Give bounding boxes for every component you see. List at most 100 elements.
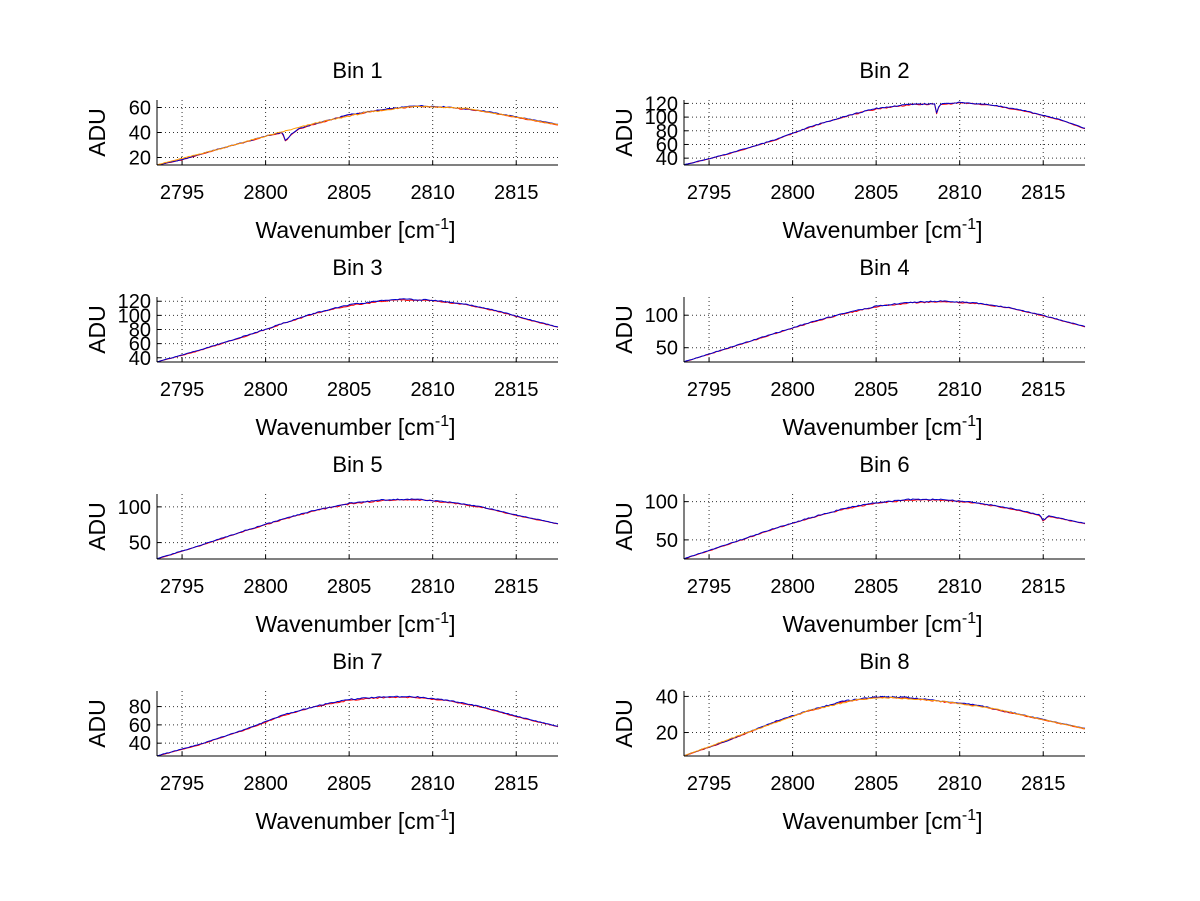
x-tick-label: 2795 xyxy=(160,182,205,204)
x-axis-label-suffix: ] xyxy=(976,611,982,637)
y-axis-label: ADU xyxy=(84,305,110,354)
x-tick-label: 2800 xyxy=(770,379,815,401)
y-tick-label: 20 xyxy=(129,148,151,170)
y-tick-label: 20 xyxy=(656,723,678,745)
x-axis-label-main: Wavenumber [cm xyxy=(783,808,962,834)
x-axis-label: Wavenumber [cm-1] xyxy=(256,807,456,834)
y-axis-label: ADU xyxy=(84,699,110,748)
series-line-orange xyxy=(683,696,1086,757)
x-axis-label-superscript: -1 xyxy=(435,807,449,824)
y-tick-label: 50 xyxy=(129,533,151,555)
x-axis-label: Wavenumber [cm-1] xyxy=(256,216,456,243)
panel-title: Bin 5 xyxy=(332,452,382,477)
x-axis-label-suffix: ] xyxy=(449,217,455,243)
series-line-blue xyxy=(156,695,559,757)
x-axis-label-main: Wavenumber [cm xyxy=(256,414,435,440)
x-axis-label-suffix: ] xyxy=(449,808,455,834)
panel-title: Bin 4 xyxy=(859,255,909,280)
x-axis-label: Wavenumber [cm-1] xyxy=(783,610,983,637)
y-axis-label: ADU xyxy=(84,108,110,157)
panel-title: Bin 2 xyxy=(859,58,909,83)
y-axis-label: ADU xyxy=(611,108,637,157)
x-tick-label: 2815 xyxy=(494,773,539,795)
y-axis-label: ADU xyxy=(611,699,637,748)
x-tick-label: 2805 xyxy=(854,379,899,401)
panel-title: Bin 8 xyxy=(859,649,909,674)
series-line-blue xyxy=(683,300,1086,363)
x-tick-label: 2810 xyxy=(937,182,982,204)
y-tick-label: 100 xyxy=(118,305,151,327)
x-axis-label-superscript: -1 xyxy=(962,610,976,627)
y-tick-label: 40 xyxy=(656,686,678,708)
x-tick-label: 2810 xyxy=(937,576,982,598)
y-tick-label: 60 xyxy=(129,715,151,737)
series-line-red xyxy=(156,499,559,560)
x-axis-label: Wavenumber [cm-1] xyxy=(256,610,456,637)
x-tick-label: 2810 xyxy=(937,773,982,795)
y-tick-label: 100 xyxy=(645,305,678,327)
x-axis-label-suffix: ] xyxy=(449,414,455,440)
y-tick-label: 60 xyxy=(129,98,151,120)
x-axis-label-main: Wavenumber [cm xyxy=(256,217,435,243)
x-tick-label: 2795 xyxy=(687,182,732,204)
x-tick-label: 2810 xyxy=(937,379,982,401)
x-tick-label: 2815 xyxy=(494,182,539,204)
x-axis-label-suffix: ] xyxy=(976,217,982,243)
x-tick-label: 2800 xyxy=(770,576,815,598)
series-line-orange xyxy=(156,105,559,166)
x-tick-label: 2805 xyxy=(327,379,372,401)
x-tick-label: 2810 xyxy=(410,379,455,401)
x-tick-label: 2795 xyxy=(687,379,732,401)
panel-title: Bin 6 xyxy=(859,452,909,477)
x-tick-label: 2800 xyxy=(243,576,288,598)
x-tick-label: 2795 xyxy=(687,773,732,795)
x-tick-label: 2805 xyxy=(854,182,899,204)
x-axis-label-main: Wavenumber [cm xyxy=(783,217,962,243)
x-axis-label-superscript: -1 xyxy=(962,413,976,430)
x-tick-label: 2810 xyxy=(410,773,455,795)
x-axis-label: Wavenumber [cm-1] xyxy=(256,413,456,440)
subplot-bin-1: Bin 1 2795 2800 2805 2810 2815 20 40 60 Wavenumbe… xyxy=(84,58,559,243)
subplot-bin-5: Bin 5 2795 2800 2805 2810 2815 50 100 Wavenumber… xyxy=(84,452,559,637)
x-tick-label: 2800 xyxy=(243,379,288,401)
x-tick-label: 2800 xyxy=(243,773,288,795)
x-axis-label: Wavenumber [cm-1] xyxy=(783,413,983,440)
panel-title: Bin 1 xyxy=(332,58,382,83)
x-tick-label: 2805 xyxy=(327,182,372,204)
x-tick-label: 2815 xyxy=(1021,379,1066,401)
y-tick-label: 60 xyxy=(656,134,678,156)
x-tick-label: 2805 xyxy=(854,773,899,795)
x-tick-label: 2800 xyxy=(770,773,815,795)
x-tick-label: 2805 xyxy=(327,773,372,795)
x-axis-label-main: Wavenumber [cm xyxy=(783,611,962,637)
panel-title: Bin 3 xyxy=(332,255,382,280)
y-tick-label: 100 xyxy=(118,497,151,519)
y-axis-label: ADU xyxy=(84,502,110,551)
y-tick-label: 100 xyxy=(645,492,678,514)
y-tick-label: 80 xyxy=(129,697,151,719)
x-tick-label: 2815 xyxy=(1021,576,1066,598)
x-tick-label: 2795 xyxy=(160,379,205,401)
y-tick-label: 120 xyxy=(645,93,678,115)
y-axis-label: ADU xyxy=(611,305,637,354)
subplot-bin-6: Bin 6 2795 2800 2805 2810 2815 50 100 Wavenumber… xyxy=(611,452,1086,637)
subplot-bin-8: Bin 8 2795 2800 2805 2810 2815 20 40 Wavenumber … xyxy=(611,649,1086,834)
series-line-blue xyxy=(683,498,1086,560)
y-axis-label: ADU xyxy=(611,502,637,551)
y-tick-label: 60 xyxy=(129,334,151,356)
x-axis-label-main: Wavenumber [cm xyxy=(256,808,435,834)
series-line-blue xyxy=(156,498,559,559)
x-axis-label-superscript: -1 xyxy=(435,216,449,233)
x-axis-label: Wavenumber [cm-1] xyxy=(783,216,983,243)
x-tick-label: 2795 xyxy=(687,576,732,598)
x-axis-label-main: Wavenumber [cm xyxy=(783,414,962,440)
x-tick-label: 2810 xyxy=(410,182,455,204)
subplot-bin-4: Bin 4 2795 2800 2805 2810 2815 50 100 Wavenumber… xyxy=(611,255,1086,440)
x-tick-label: 2795 xyxy=(160,576,205,598)
x-axis-label-superscript: -1 xyxy=(962,216,976,233)
y-tick-label: 40 xyxy=(129,348,151,370)
